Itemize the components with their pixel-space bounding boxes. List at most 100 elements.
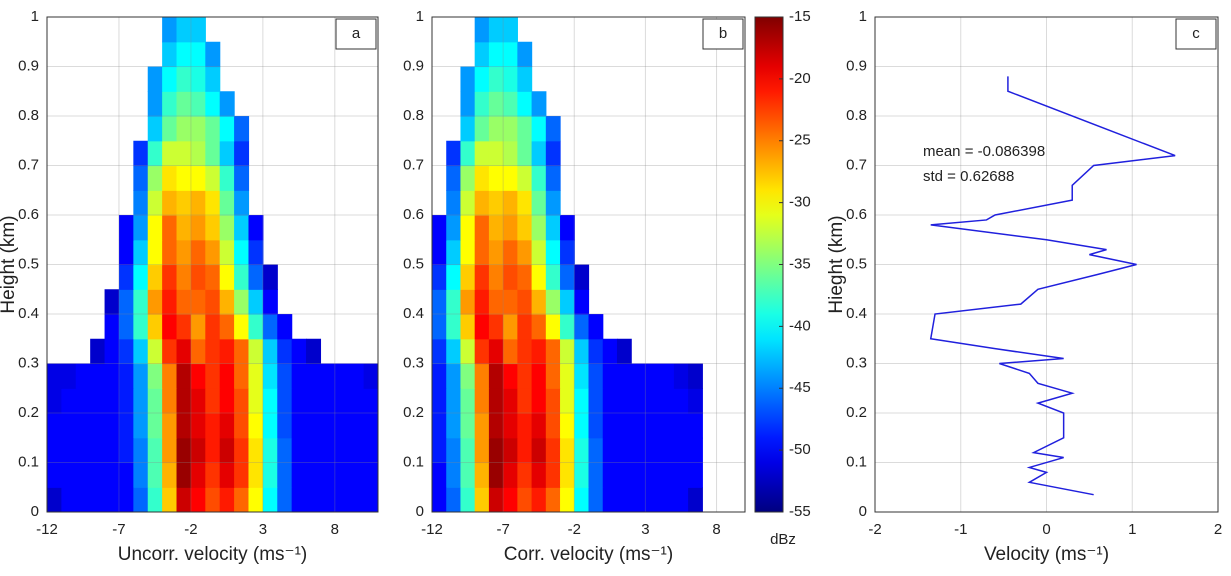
heatmap-cell	[659, 413, 675, 439]
heatmap-cell	[75, 363, 91, 389]
y-tick-label: 0.1	[403, 453, 424, 470]
heatmap-cell	[234, 487, 250, 512]
heatmap	[432, 17, 703, 512]
heatmap-cell	[531, 388, 547, 414]
heatmap-cell	[517, 289, 533, 315]
heatmap-cell	[460, 239, 476, 266]
heatmap-cell	[118, 289, 134, 315]
heatmap-cell	[262, 487, 278, 512]
colorbar-tick-label: -55	[789, 503, 811, 520]
heatmap-cell	[517, 41, 533, 68]
heatmap-cell	[176, 289, 192, 315]
heatmap-cell	[277, 363, 293, 389]
heatmap-cell	[262, 314, 278, 340]
heatmap-cell	[118, 413, 134, 439]
heatmap-cell	[517, 264, 533, 290]
heatmap-cell	[574, 363, 590, 389]
heatmap-cell	[673, 413, 689, 439]
y-tick-label: 0	[416, 503, 424, 520]
heatmap-cell	[432, 338, 447, 365]
heatmap-cell	[61, 462, 77, 488]
heatmap-cell	[531, 264, 547, 290]
heatmap-cell	[104, 437, 120, 464]
heatmap-cell	[133, 165, 149, 191]
heatmap-cell	[190, 140, 206, 167]
heatmap-cell	[474, 190, 490, 216]
heatmap-cell	[446, 363, 462, 389]
heatmap-cell	[162, 289, 178, 315]
heatmap-cell	[205, 140, 221, 167]
heatmap-cell	[446, 487, 462, 512]
heatmap-cell	[588, 388, 604, 414]
heatmap-cell	[234, 314, 250, 340]
heatmap-cell	[75, 413, 91, 439]
heatmap-cell	[432, 487, 447, 512]
heatmap-cell	[277, 437, 293, 464]
heatmap-cell	[248, 413, 264, 439]
heatmap-cell	[460, 190, 476, 216]
axes-frame	[46, 16, 379, 513]
heatmap-cell	[162, 388, 178, 414]
heatmap-cell	[602, 413, 618, 439]
heatmap-cell	[234, 437, 250, 464]
heatmap-cell	[378, 413, 393, 438]
heatmap-cell	[488, 338, 504, 365]
heatmap-cell	[488, 66, 504, 92]
heatmap-cell	[133, 264, 149, 290]
heatmap-cell	[277, 462, 293, 488]
heatmap-cell	[616, 462, 632, 488]
heatmap-cell	[574, 462, 590, 488]
x-tick-label: 0	[1042, 521, 1050, 538]
heatmap-cell	[488, 41, 504, 68]
heatmap-cell	[602, 437, 618, 464]
heatmap-cell	[262, 413, 278, 439]
heatmap-cell	[190, 462, 206, 488]
heatmap-cell	[545, 116, 561, 142]
heatmap-cell	[446, 289, 462, 315]
heatmap-cell	[645, 388, 661, 414]
heatmap-cell	[190, 437, 206, 464]
colorbar-tick-label: -30	[789, 194, 811, 211]
heatmap-cell	[645, 462, 661, 488]
heatmap-cell	[488, 314, 504, 340]
y-tick-label: 0.4	[18, 305, 39, 322]
heatmap-cell	[133, 215, 149, 241]
heatmap-cell	[659, 487, 675, 512]
heatmap-cell	[588, 462, 604, 488]
heatmap-cell	[190, 190, 206, 216]
heatmap-cell	[363, 388, 378, 414]
heatmap-cell	[574, 314, 590, 340]
heatmap-cell	[133, 289, 149, 315]
heatmap-cell	[90, 338, 106, 365]
heatmap-cell	[248, 363, 264, 389]
heatmap-cell	[205, 165, 221, 191]
heatmap-cell	[602, 487, 618, 512]
y-tick-label: 0.9	[403, 57, 424, 74]
heatmap-cell	[432, 314, 447, 340]
colorbar	[754, 16, 784, 513]
heatmap-cell	[460, 363, 476, 389]
heatmap-cell	[75, 462, 91, 488]
colorbar-tick-label: -35	[789, 255, 811, 272]
heatmap-cell	[104, 314, 120, 340]
heatmap-cell	[474, 17, 490, 43]
heatmap-cell	[190, 363, 206, 389]
heatmap-cell	[545, 437, 561, 464]
heatmap-cell	[162, 41, 178, 68]
heatmap-cell	[133, 487, 149, 512]
heatmap-cell	[488, 388, 504, 414]
heatmap-cell	[176, 66, 192, 92]
heatmap-cell	[133, 190, 149, 216]
heatmap-cell	[446, 437, 462, 464]
heatmap-cell	[190, 314, 206, 340]
heatmap-cell	[474, 91, 490, 117]
heatmap-cell	[517, 413, 533, 439]
heatmap-cell	[104, 363, 120, 389]
heatmap-cell	[133, 388, 149, 414]
heatmap-cell	[162, 215, 178, 241]
heatmap-cell	[147, 388, 163, 414]
heatmap-cell	[47, 462, 62, 488]
heatmap-cell	[531, 437, 547, 464]
heatmap-cell	[349, 363, 365, 389]
heatmap-cell	[190, 41, 206, 68]
